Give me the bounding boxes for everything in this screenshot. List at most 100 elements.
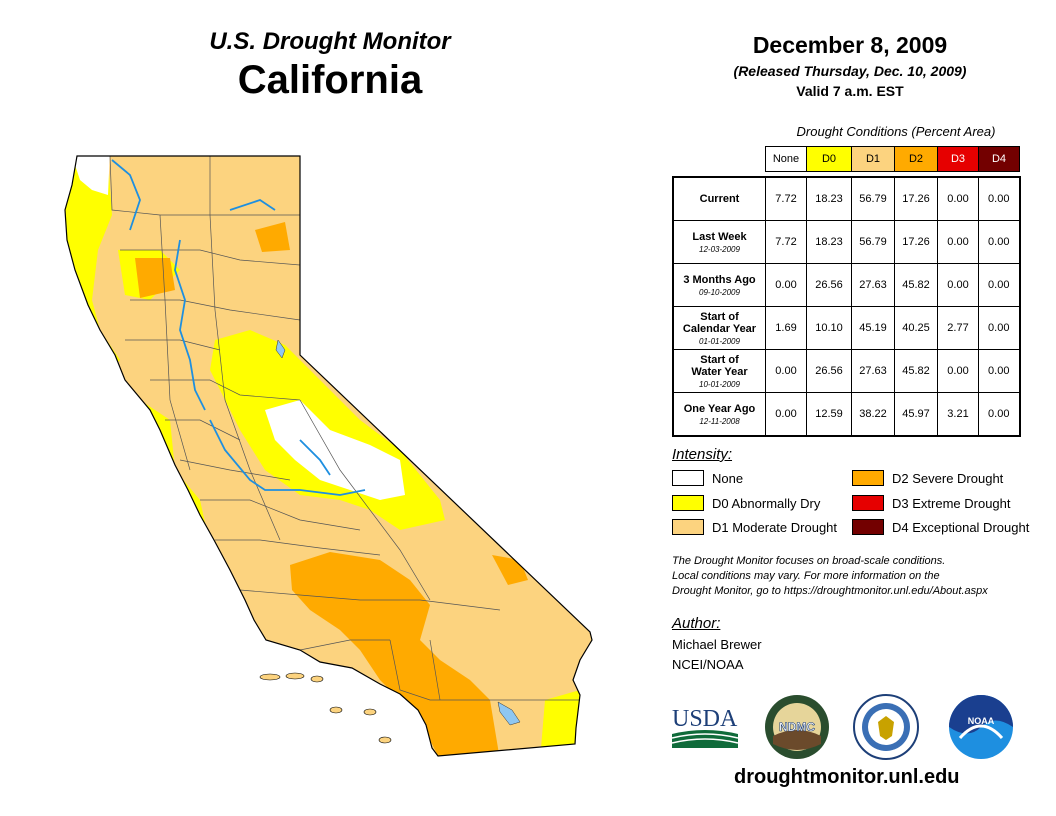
row-label: Start of Calendar Year 01-01-2009 [672, 306, 766, 350]
table-cell: 0.00 [978, 220, 1021, 264]
d0-southeast-area [540, 690, 585, 756]
ndmc-seal-icon: NDMC [765, 695, 829, 759]
rivers [111, 159, 366, 496]
legend-item-d2: D2 Severe Drought [852, 470, 1003, 486]
table-cell: 3.21 [937, 392, 979, 437]
valid-time: Valid 7 a.m. EST [796, 83, 904, 99]
row-date: 12-03-2009 [699, 244, 740, 254]
table-cell: 0.00 [937, 349, 979, 393]
col-d4: D4 [978, 146, 1020, 172]
row-label-text: Start of [700, 310, 739, 323]
legend-swatch-d0 [672, 495, 704, 511]
product-title: U.S. Drought Monitor [209, 28, 451, 55]
legend-item-none: None [672, 470, 743, 486]
table-cell: 0.00 [937, 176, 979, 221]
row-label-text: Last Week [692, 230, 747, 243]
table-row: Start of Water Year 10-01-2009 0.00 26.56 27.… [672, 349, 1021, 393]
col-d0: D0 [806, 146, 852, 172]
legend-swatch-d4 [852, 519, 884, 535]
noaa-text: NOAA [968, 716, 995, 726]
author-name: Michael Brewer [672, 637, 762, 652]
table-cell: 45.82 [894, 263, 938, 307]
none-sierra-area [265, 400, 405, 500]
title-block: U.S. Drought Monitor California [180, 28, 480, 103]
noaa-seal-icon: NOAA [949, 695, 1013, 759]
usda-logo: USDA [671, 706, 739, 748]
row-label: Current [672, 176, 766, 221]
col-none: None [765, 146, 807, 172]
note-line-1: The Drought Monitor focuses on broad-sca… [672, 555, 946, 567]
website-link[interactable]: droughtmonitor.unl.edu [734, 766, 960, 788]
legend-item-d1: D1 Moderate Drought [672, 519, 837, 535]
table-cell: 18.23 [806, 176, 852, 221]
row-label-text-2: Water Year [691, 365, 748, 378]
table-row: 3 Months Ago 09-10-2009 0.00 26.56 27.63 45.8… [672, 263, 1021, 307]
table-cell: 56.79 [851, 176, 895, 221]
county-boundaries [109, 155, 580, 701]
row-date: 12-11-2008 [699, 416, 740, 426]
row-label-text: One Year Ago [683, 402, 756, 415]
d2-northeast-area [255, 222, 290, 252]
table-cell: 0.00 [765, 263, 807, 307]
legend-item-d0: D0 Abnormally Dry [672, 495, 820, 511]
table-cell: 0.00 [978, 349, 1021, 393]
legend-item-d4: D4 Exceptional Drought [852, 519, 1029, 535]
ndmc-text: NDMC [779, 720, 815, 734]
table-cell: 26.56 [806, 263, 852, 307]
note-line-2: Local conditions may vary. For more info… [672, 570, 940, 582]
legend-swatch-d3 [852, 495, 884, 511]
legend-swatch-d2 [852, 470, 884, 486]
legend-label-none: None [712, 470, 744, 486]
table-row: Last Week 12-03-2009 7.72 18.23 56.79 17.26 0.… [672, 220, 1021, 264]
row-label: Start of Water Year 10-01-2009 [672, 349, 766, 393]
table-cell: 17.26 [894, 176, 938, 221]
row-date: 01-01-2009 [699, 336, 740, 346]
drought-fill [65, 156, 592, 756]
table-cell: 7.72 [765, 176, 807, 221]
d0-north-coast-area [65, 160, 120, 372]
table-cell: 1.69 [765, 306, 807, 350]
legend-heading: Intensity: [672, 446, 733, 463]
d2-north-area [135, 258, 175, 298]
row-label: 3 Months Ago 09-10-2009 [672, 263, 766, 307]
table-cell: 27.63 [851, 349, 895, 393]
table-cell: 45.19 [851, 306, 895, 350]
state-title: California [237, 58, 423, 102]
table-cell: 45.97 [894, 392, 938, 437]
date-block: December 8, 2009 (Released Thursday, Dec… [690, 32, 1010, 99]
legend-item-d3: D3 Extreme Drought [852, 495, 1011, 511]
author-org: NCEI/NOAA [672, 657, 744, 672]
row-label: One Year Ago 12-11-2008 [672, 392, 766, 437]
legend-swatch-none [672, 470, 704, 486]
table-cell: 0.00 [765, 392, 807, 437]
col-d1: D1 [851, 146, 895, 172]
table-cell: 40.25 [894, 306, 938, 350]
author-heading: Author: [672, 615, 721, 632]
table-cell: 0.00 [937, 263, 979, 307]
legend-label-d4: D4 Exceptional Drought [892, 519, 1030, 535]
disclaimer-note: The Drought Monitor focuses on broad-sca… [672, 554, 1052, 599]
table-row: Current 7.72 18.23 56.79 17.26 0.00 0.00 [672, 176, 1021, 221]
col-d3: D3 [937, 146, 979, 172]
none-north-area [70, 156, 110, 195]
usda-logo-text: USDA [672, 706, 738, 732]
table-header-row: None D0 D1 D2 D3 D4 [673, 146, 1020, 172]
table-cell: 27.63 [851, 263, 895, 307]
legend-swatch-d1 [672, 519, 704, 535]
table-cell: 38.22 [851, 392, 895, 437]
col-d2: D2 [894, 146, 938, 172]
row-label-text-2: Calendar Year [682, 322, 757, 335]
table-cell: 26.56 [806, 349, 852, 393]
legend-label-d3: D3 Extreme Drought [892, 495, 1011, 511]
lake-tahoe [275, 339, 286, 359]
table-row: One Year Ago 12-11-2008 0.00 12.59 38.22 45.9… [672, 392, 1021, 437]
map-date: December 8, 2009 [752, 32, 948, 58]
salton-sea [497, 701, 521, 726]
table-body: Current 7.72 18.23 56.79 17.26 0.00 0.00 Last W… [672, 176, 1021, 437]
state-outline [64, 155, 593, 757]
table-cell: 0.00 [978, 392, 1021, 437]
table-cell: 0.00 [978, 306, 1021, 350]
table-cell: 18.23 [806, 220, 852, 264]
table-cell: 17.26 [894, 220, 938, 264]
legend-label-d1: D1 Moderate Drought [712, 519, 838, 535]
